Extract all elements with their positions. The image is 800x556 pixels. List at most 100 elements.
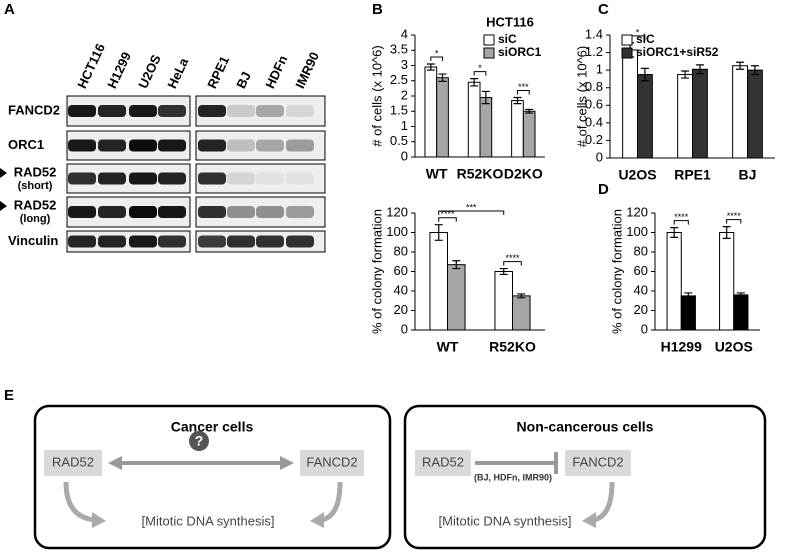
legend-label: siC xyxy=(636,32,655,46)
blot-band xyxy=(68,172,96,185)
x-tick-label: RPE1 xyxy=(674,167,711,183)
y-tick-label: 0.4 xyxy=(585,114,603,129)
bar xyxy=(467,81,481,158)
legend-label: siC xyxy=(498,32,517,46)
y-tick-label: 3 xyxy=(401,57,408,72)
row-label: RAD52 xyxy=(14,164,57,179)
edge xyxy=(63,481,97,523)
arrowhead xyxy=(92,512,106,528)
row-note: (long) xyxy=(20,213,51,225)
bar xyxy=(637,74,653,159)
error-bar xyxy=(470,78,479,87)
y-tick-label: 120 xyxy=(386,204,408,219)
x-tick-label: U2OS xyxy=(618,167,656,183)
x-tick-label: R52KO xyxy=(489,339,536,355)
error-bar xyxy=(499,267,508,276)
node-box xyxy=(565,450,631,476)
significance-bracket xyxy=(430,56,444,61)
y-tick-label: 4 xyxy=(401,26,408,41)
blot-band xyxy=(198,235,226,248)
y-tick-label: 20 xyxy=(394,302,408,317)
y-tick-label: 2 xyxy=(401,87,408,102)
bar xyxy=(732,65,749,159)
bar xyxy=(511,100,524,158)
blot-band xyxy=(98,206,126,218)
panel-letter: D xyxy=(598,181,609,198)
blot-band xyxy=(68,105,96,117)
blot-band xyxy=(256,206,284,218)
blot-band xyxy=(198,172,226,185)
x-tick-label: R52KO xyxy=(457,166,504,182)
blot-band xyxy=(68,139,96,152)
bar xyxy=(429,232,449,331)
legend-swatch xyxy=(621,34,633,46)
blot-frame xyxy=(195,196,326,228)
panel-letter: A xyxy=(4,1,15,18)
error-bar xyxy=(750,65,759,76)
blot-band xyxy=(286,235,314,248)
blot-band xyxy=(286,206,314,218)
y-tick-label: 60 xyxy=(634,263,648,278)
legend-label: siORC1+siR52 xyxy=(636,45,719,59)
y-tick-label: 0.5 xyxy=(390,133,408,148)
row-note: (short) xyxy=(18,180,53,192)
blot-frame xyxy=(66,230,191,253)
significance-bracket xyxy=(726,219,742,224)
blot-band xyxy=(227,172,255,185)
panel-letter: B xyxy=(372,1,383,18)
legend-swatch xyxy=(483,47,495,59)
question-icon xyxy=(189,431,209,451)
y-axis-label: % of colony formation xyxy=(369,209,384,334)
x-tick-label: WT xyxy=(426,166,448,182)
error-bar xyxy=(434,224,443,241)
bar xyxy=(680,295,696,331)
legend-swatch xyxy=(621,47,633,59)
bar xyxy=(436,77,449,158)
blot-band xyxy=(129,105,157,117)
blot-band xyxy=(98,235,126,248)
y-tick-label: 80 xyxy=(634,243,648,258)
blot-band xyxy=(158,139,186,152)
x-tick-label: WT xyxy=(437,339,459,355)
y-tick-label: 1.2 xyxy=(585,44,603,59)
node-box xyxy=(415,450,471,476)
y-axis-label: % of colony formation xyxy=(609,209,624,334)
arrowhead xyxy=(582,512,596,528)
y-tick-label: 60 xyxy=(394,263,408,278)
column-label: HDFn xyxy=(262,53,290,91)
bar xyxy=(494,271,514,331)
blot-band xyxy=(256,139,284,152)
blot-band xyxy=(227,206,255,218)
significance-label: *** xyxy=(518,82,529,92)
row-label: ORC1 xyxy=(8,137,44,152)
y-tick-label: 120 xyxy=(626,204,648,219)
error-bar xyxy=(736,61,745,70)
blot-band xyxy=(256,105,284,117)
blot-band xyxy=(129,206,157,218)
y-tick-label: 20 xyxy=(634,302,648,317)
panel-letter: C xyxy=(598,1,609,18)
node: FANCD2 xyxy=(306,454,357,469)
row-label: RAD52 xyxy=(14,197,57,212)
error-bar xyxy=(438,73,447,82)
edge-label: (BJ, HDFn, IMR90) xyxy=(474,472,552,482)
node: FANCD2 xyxy=(572,454,623,469)
blot-band xyxy=(286,172,314,185)
y-tick-label: 0 xyxy=(401,321,408,336)
error-bar xyxy=(736,292,745,298)
bar xyxy=(719,232,735,331)
blot-band xyxy=(198,139,226,152)
y-axis-label: # of cells (x 10^6) xyxy=(369,45,384,146)
diagram: Cancer cells Non-cancerous cells RAD52 F… xyxy=(33,404,767,550)
bar xyxy=(692,68,708,159)
significance-label: **** xyxy=(727,211,742,221)
node: RAD52 xyxy=(422,454,464,469)
y-tick-label: 100 xyxy=(626,224,648,239)
panel-title: Cancer cells xyxy=(171,419,254,435)
y-tick-label: 100 xyxy=(386,224,408,239)
significance-label: *** xyxy=(466,202,477,212)
x-tick-label: BJ xyxy=(739,167,757,183)
y-tick-label: 0 xyxy=(641,321,648,336)
significance-label: **** xyxy=(674,212,689,222)
